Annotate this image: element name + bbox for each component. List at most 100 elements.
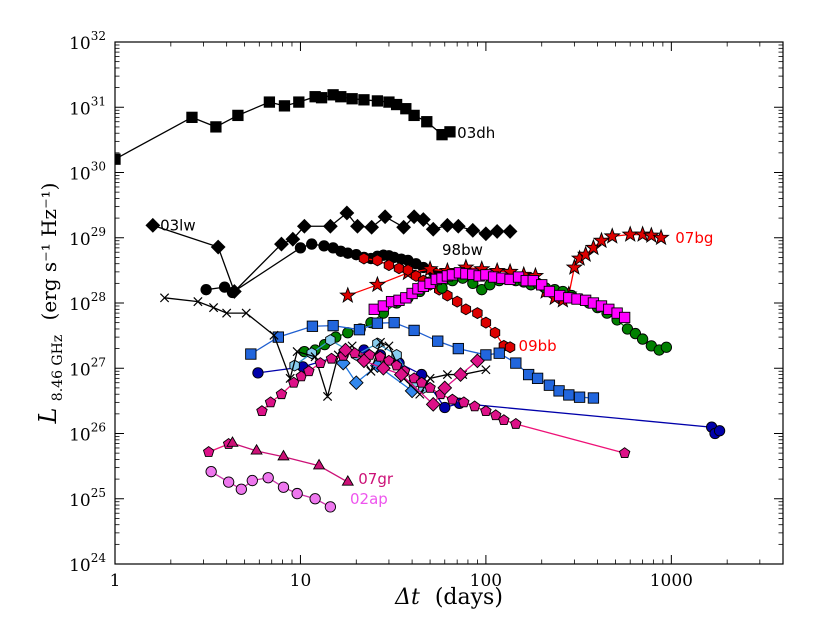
data-point (504, 341, 516, 354)
data-point (478, 226, 494, 242)
data-point (250, 443, 263, 455)
series-layer (115, 89, 726, 513)
x-tick-label: 10 (290, 571, 312, 591)
data-point (480, 405, 492, 417)
data-point (296, 218, 312, 234)
y-tick-label: 1031 (69, 94, 106, 119)
data-point (603, 227, 621, 244)
series-line (342, 362, 413, 392)
y-tick-base: 10 (69, 426, 91, 446)
data-point (432, 335, 444, 347)
series-blue-diamonds (335, 355, 420, 399)
data-point (269, 330, 279, 340)
data-point (480, 316, 492, 329)
x-tick-label: 1000 (650, 571, 693, 591)
series-label: 03dh (457, 124, 495, 142)
data-point (325, 334, 336, 347)
x-tick-label: 100 (470, 571, 502, 591)
data-point (563, 389, 575, 401)
y-tick-exponent: 32 (91, 29, 106, 43)
data-point (446, 393, 459, 405)
y-axis-subscript: 8.46 GHz (50, 335, 66, 401)
data-point (451, 295, 463, 308)
y-tick-exponent: 29 (91, 225, 106, 239)
y-tick-exponent: 25 (91, 486, 106, 500)
data-point (335, 91, 347, 103)
data-point (573, 391, 586, 403)
data-point (393, 367, 409, 382)
series-pink-pentagons-early (202, 438, 235, 457)
data-point (341, 474, 354, 486)
series-line (257, 349, 720, 435)
y-tick-base: 10 (69, 360, 91, 380)
data-point (553, 385, 565, 397)
data-point (342, 327, 354, 339)
y-tick-label: 1024 (69, 551, 106, 576)
data-point (232, 109, 244, 122)
data-point (364, 219, 380, 235)
data-point (408, 109, 420, 122)
y-tick-exponent: 27 (91, 355, 106, 369)
data-point (314, 357, 327, 368)
data-point (293, 96, 305, 108)
series-03dh (115, 89, 456, 165)
data-point (470, 353, 485, 369)
data-point (262, 472, 274, 484)
data-point (312, 458, 326, 470)
data-point (384, 341, 394, 351)
data-point (210, 239, 226, 255)
y-tick-label: 1025 (69, 486, 106, 511)
data-point (415, 376, 428, 388)
y-tick-base: 10 (69, 230, 91, 250)
data-point (468, 400, 481, 412)
data-point (543, 285, 556, 298)
data-point (489, 224, 505, 239)
data-point (371, 95, 384, 107)
data-point (263, 96, 276, 108)
data-point (536, 279, 548, 291)
data-point (291, 487, 303, 500)
label-layer: 03dh 03lw 98bw 07bg 09bb 07gr 02ap (160, 124, 713, 508)
data-point (493, 347, 505, 359)
data-point (366, 366, 376, 376)
data-point (346, 93, 358, 105)
data-point (309, 493, 321, 505)
data-point (322, 391, 333, 402)
data-point (633, 225, 652, 242)
data-point (218, 281, 231, 293)
data-point (421, 260, 439, 277)
data-point (272, 331, 284, 343)
data-point (480, 349, 492, 361)
y-tick-label: 1028 (69, 290, 106, 315)
data-point (465, 222, 481, 238)
data-point (202, 446, 215, 457)
data-point (660, 341, 673, 353)
data-point (159, 293, 170, 303)
data-point (222, 476, 235, 488)
data-point (377, 209, 393, 225)
data-point (200, 284, 212, 296)
data-point (275, 388, 288, 400)
data-point (205, 466, 217, 478)
series-label: 98bw (442, 241, 483, 259)
data-point (444, 126, 456, 138)
data-point (322, 218, 338, 234)
data-point (713, 425, 726, 437)
data-point (277, 449, 290, 461)
data-point (186, 111, 198, 124)
data-point (356, 353, 372, 369)
data-point (489, 326, 501, 339)
y-tick-label: 1027 (69, 355, 106, 380)
data-point (256, 405, 268, 417)
data-point (353, 324, 366, 336)
data-point (415, 212, 431, 227)
data-point (543, 379, 556, 391)
data-point (226, 436, 239, 447)
data-point (636, 333, 649, 345)
data-point (396, 219, 412, 235)
data-point (338, 342, 353, 358)
y-axis-symbol: L (34, 408, 62, 425)
data-point (437, 380, 453, 396)
y-tick-base: 10 (69, 34, 91, 54)
data-point (246, 474, 258, 487)
